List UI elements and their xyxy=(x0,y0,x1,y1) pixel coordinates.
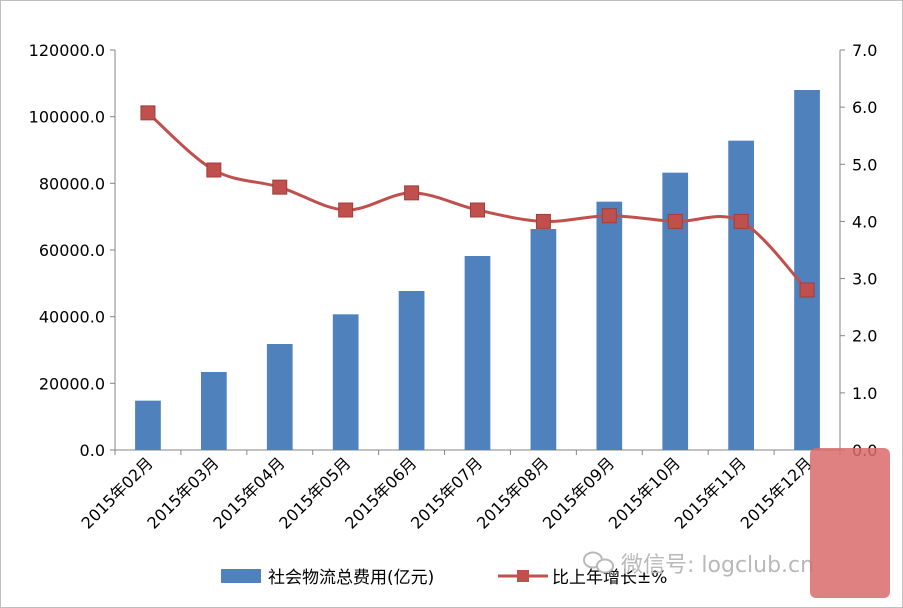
bar xyxy=(398,291,425,450)
bar xyxy=(530,229,557,450)
bar xyxy=(794,90,820,450)
legend-label-bar: 社会物流总费用(亿元) xyxy=(268,568,434,588)
legend-label-line: 比上年增长±% xyxy=(552,568,667,588)
right-axis-ticks: 0.01.02.03.04.05.06.07.0 xyxy=(840,41,877,460)
bar-series xyxy=(135,90,820,450)
x-axis-ticks: 2015年02月2015年03月2015年04月2015年05月2015年06月… xyxy=(78,450,841,533)
legend-swatch-marker xyxy=(517,570,529,582)
left-tick-label: 60000.0 xyxy=(39,241,105,260)
seal-stamp xyxy=(810,448,890,598)
line-point xyxy=(535,213,551,229)
right-tick-label: 7.0 xyxy=(852,41,877,60)
line-point xyxy=(470,202,485,218)
bar xyxy=(266,344,293,450)
bar xyxy=(201,372,227,450)
watermark-text: 微信号: logclub.cn xyxy=(621,553,814,578)
bar xyxy=(464,256,491,450)
right-tick-label: 2.0 xyxy=(852,327,877,346)
line-point xyxy=(404,185,420,201)
left-tick-label: 120000.0 xyxy=(29,41,105,60)
line-series xyxy=(140,105,815,298)
line-point xyxy=(667,213,683,229)
bar xyxy=(728,140,754,450)
left-tick-label: 0.0 xyxy=(80,441,105,460)
left-axis-ticks: 0.0 20000.0 40000.0 60000.0 80000.0 100000.0 1… xyxy=(29,41,115,460)
right-tick-label: 5.0 xyxy=(852,155,877,174)
bar xyxy=(135,400,161,450)
left-tick-label: 20000.0 xyxy=(39,374,105,393)
legend: 社会物流总费用(亿元) 比上年增长±% xyxy=(221,568,667,588)
bar xyxy=(332,314,359,450)
legend-swatch-bar xyxy=(221,569,261,583)
right-tick-label: 4.0 xyxy=(852,212,877,231)
left-tick-label: 40000.0 xyxy=(39,308,105,327)
line-point xyxy=(601,208,617,224)
line-point xyxy=(140,105,156,121)
right-tick-label: 1.0 xyxy=(852,384,877,403)
right-tick-label: 3.0 xyxy=(852,270,877,289)
bar xyxy=(596,201,623,450)
watermark: 微信号: logclub.cn xyxy=(583,551,814,578)
left-tick-label: 100000.0 xyxy=(29,108,105,127)
line-point xyxy=(206,162,222,178)
line-point xyxy=(733,213,749,229)
line-point xyxy=(272,179,288,195)
line-point xyxy=(338,202,354,218)
left-tick-label: 80000.0 xyxy=(39,174,105,193)
right-tick-label: 6.0 xyxy=(852,98,877,117)
wechat-icon xyxy=(583,551,614,574)
x-tick-label: 2015年12月 xyxy=(737,453,816,532)
line-point xyxy=(799,282,815,298)
